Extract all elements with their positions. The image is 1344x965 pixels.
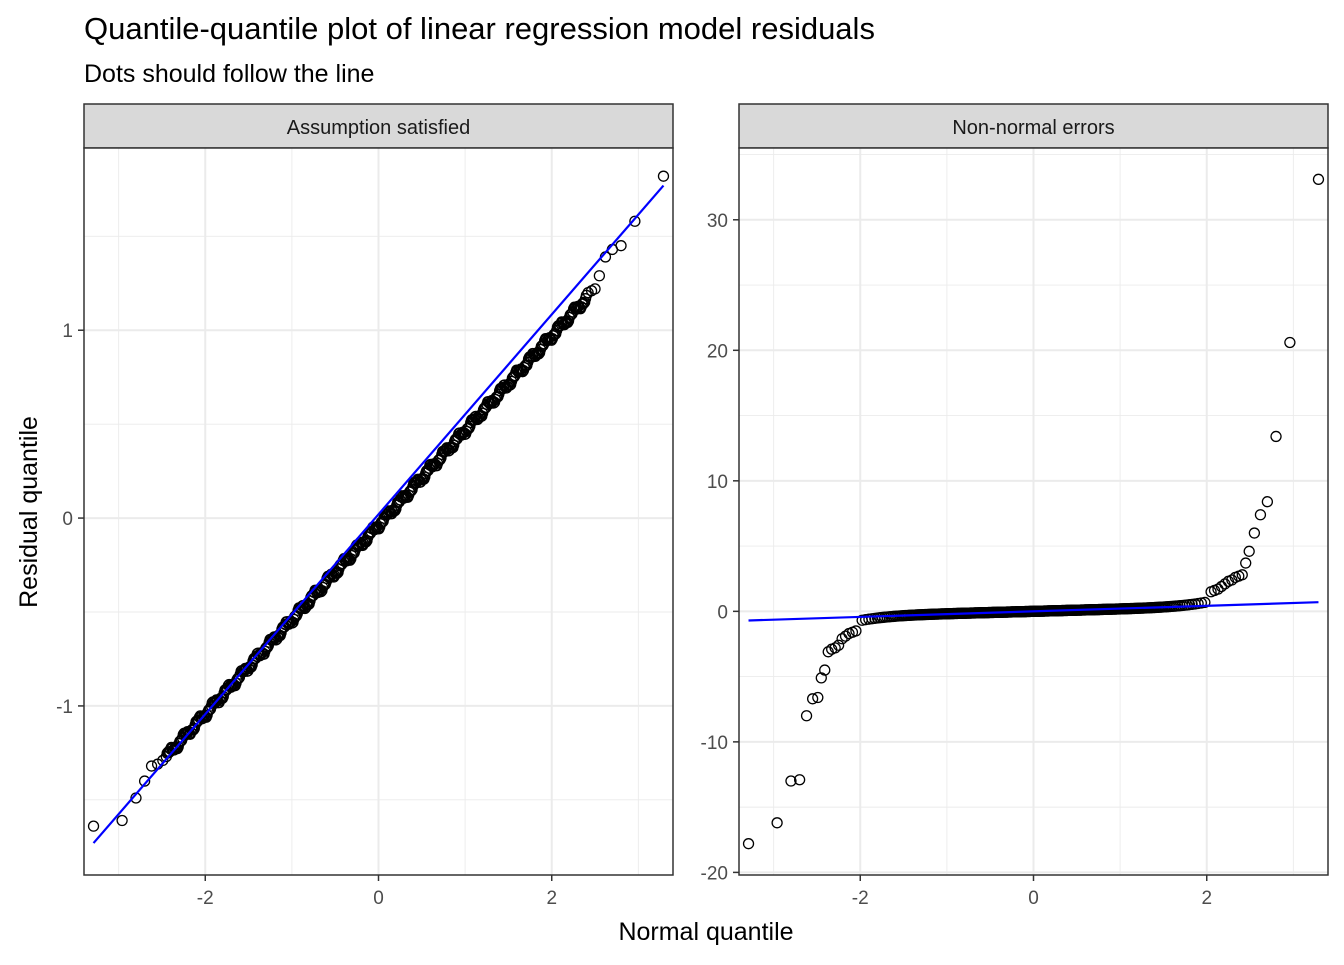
- data-point: [403, 486, 416, 498]
- data-point: [812, 691, 824, 704]
- data-point: [1243, 545, 1255, 557]
- y-tick-label: 20: [707, 341, 728, 362]
- x-tick-label: 0: [373, 888, 384, 909]
- y-axis-title: Residual quantile: [15, 416, 43, 608]
- y-tick-label: 10: [707, 472, 728, 493]
- panel-reference-line: [748, 601, 1319, 622]
- qq-reference-line: [748, 601, 1319, 622]
- panel-grid: [84, 148, 673, 875]
- data-point: [1199, 596, 1211, 609]
- data-point: [1261, 496, 1274, 508]
- y-tick-label: 0: [62, 509, 73, 530]
- strip-background: [738, 103, 1329, 149]
- data-point: [138, 775, 151, 787]
- data-point: [850, 625, 862, 637]
- data-point: [87, 820, 100, 832]
- data-point: [1270, 430, 1282, 443]
- data-point: [819, 664, 831, 676]
- data-point: [578, 297, 590, 309]
- data-point: [806, 693, 819, 705]
- y-tick-label: 30: [707, 211, 728, 232]
- x-tick-label: -2: [852, 888, 869, 909]
- data-point: [1254, 509, 1267, 521]
- data-point: [157, 754, 169, 767]
- strip-label: Assumption satisfied: [287, 117, 470, 139]
- data-point: [832, 639, 845, 651]
- y-tick-label: -1: [56, 697, 73, 718]
- panel-points: [87, 170, 670, 832]
- x-tick-label: 2: [1201, 888, 1212, 909]
- chart-title: Quantile-quantile plot of linear regress…: [84, 11, 875, 46]
- data-point: [629, 215, 641, 227]
- y-axis-ticks: -20 -10 0 10 20 30: [701, 211, 739, 884]
- y-tick-label: 0: [717, 602, 728, 623]
- data-point: [829, 642, 841, 654]
- x-axis-title: Normal quantile: [618, 918, 793, 946]
- data-point: [771, 817, 783, 829]
- x-tick-label: 2: [546, 888, 557, 909]
- data-point: [589, 283, 601, 295]
- data-point: [1226, 574, 1238, 586]
- data-point: [793, 774, 806, 786]
- x-axis-ticks: -2 0 2: [197, 875, 557, 909]
- x-axis-ticks: -2 0 2: [852, 875, 1212, 909]
- data-point: [1284, 336, 1296, 349]
- y-tick-label: -10: [701, 733, 728, 754]
- strip-background: [83, 103, 674, 149]
- y-axis-ticks: -1 0 1: [56, 321, 84, 718]
- strip-label: Non-normal errors: [952, 117, 1114, 139]
- data-point: [800, 710, 813, 722]
- data-point: [1312, 173, 1325, 185]
- y-tick-label: 1: [62, 321, 73, 342]
- panel-grid: [739, 148, 1328, 875]
- panel-reference-line: [92, 184, 665, 844]
- x-tick-label: 0: [1028, 888, 1039, 909]
- data-point: [742, 838, 755, 850]
- data-point: [145, 760, 158, 772]
- data-point: [615, 240, 627, 252]
- data-point: [785, 775, 797, 787]
- chart-subtitle: Dots should follow the line: [84, 60, 374, 88]
- data-point: [593, 270, 606, 282]
- data-point: [1248, 527, 1261, 539]
- data-point: [1236, 569, 1248, 581]
- data-point: [116, 814, 128, 827]
- data-point: [1240, 557, 1252, 569]
- data-point: [657, 170, 670, 182]
- y-tick-label: -20: [701, 863, 728, 884]
- qq-reference-line: [92, 184, 665, 844]
- x-tick-label: -2: [197, 888, 214, 909]
- panel-assumption-satisfied: Assumption satisfied -2 0 2 -1 0 1: [56, 103, 674, 909]
